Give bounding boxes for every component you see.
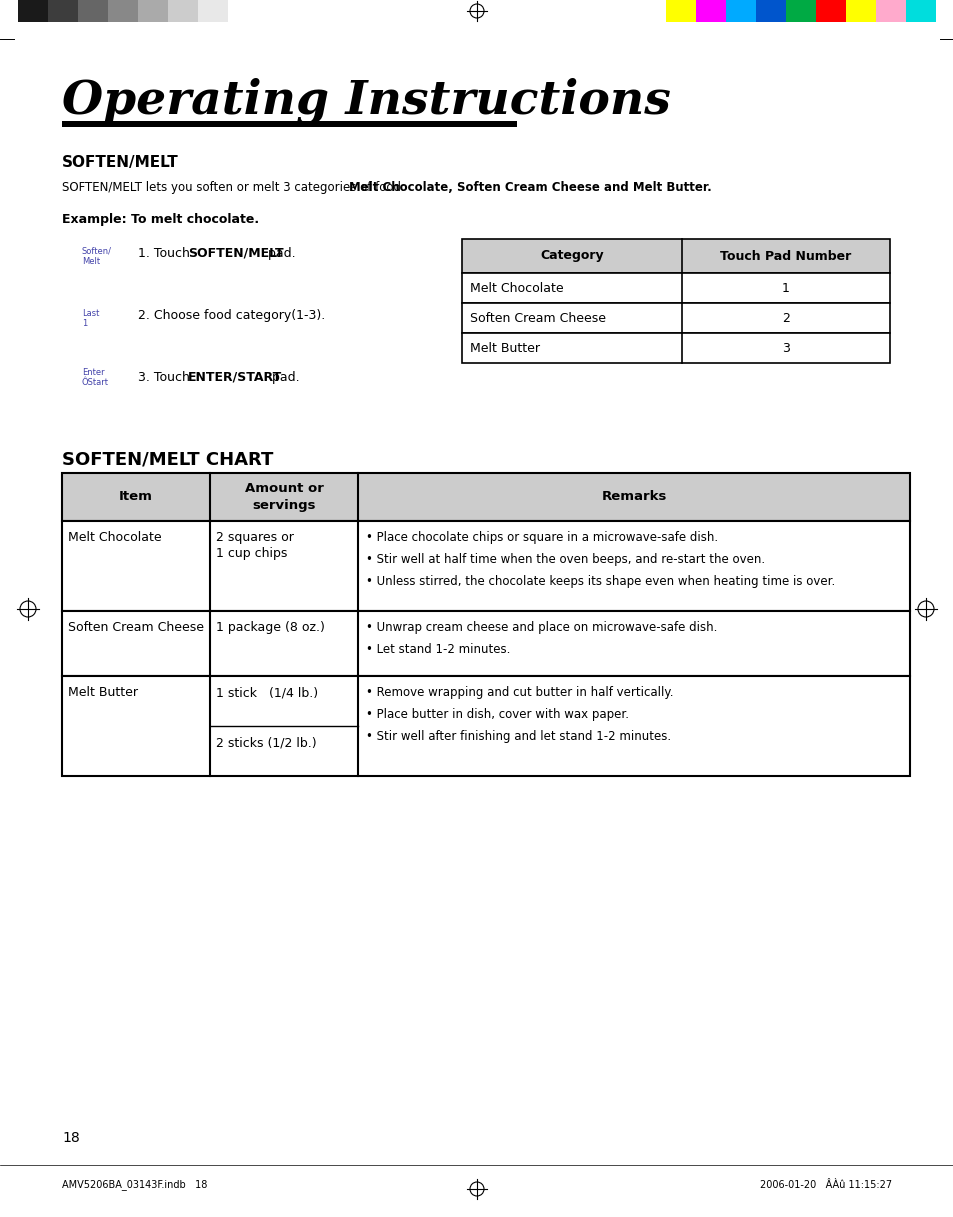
Bar: [138, 0, 168, 22]
Text: AMV5206BA_03143F.indb   18: AMV5206BA_03143F.indb 18: [62, 1179, 207, 1190]
Text: Soften/
Melt: Soften/ Melt: [82, 247, 112, 267]
Bar: [461, 273, 889, 303]
Text: Soften Cream Cheese: Soften Cream Cheese: [470, 312, 605, 325]
Text: 1. Touch: 1. Touch: [138, 247, 193, 260]
Text: • Place butter in dish, cover with wax paper.: • Place butter in dish, cover with wax p…: [366, 708, 628, 720]
Text: Melt Chocolate: Melt Chocolate: [470, 281, 563, 295]
Text: 3: 3: [781, 342, 789, 354]
Text: Remarks: Remarks: [600, 490, 666, 504]
Bar: [905, 0, 935, 22]
Text: pad.: pad.: [268, 371, 299, 385]
Bar: [845, 0, 875, 22]
Bar: [198, 0, 228, 22]
Bar: [62, 120, 517, 127]
Text: • Unwrap cream cheese and place on microwave-safe dish.: • Unwrap cream cheese and place on micro…: [366, 621, 717, 634]
Bar: [62, 473, 909, 521]
Bar: [62, 521, 909, 611]
Text: 2 sticks (1/2 lb.): 2 sticks (1/2 lb.): [215, 736, 316, 748]
Text: 3. Touch: 3. Touch: [138, 371, 193, 385]
Bar: [875, 0, 905, 22]
Text: Amount or
servings: Amount or servings: [244, 482, 323, 512]
Text: 2: 2: [781, 312, 789, 325]
Text: Melt Chocolate: Melt Chocolate: [68, 531, 161, 544]
Text: • Stir well after finishing and let stand 1-2 minutes.: • Stir well after finishing and let stan…: [366, 730, 670, 744]
Text: • Place chocolate chips or square in a microwave-safe dish.: • Place chocolate chips or square in a m…: [366, 531, 718, 544]
Text: SOFTEN/MELT lets you soften or melt 3 categories of food:: SOFTEN/MELT lets you soften or melt 3 ca…: [62, 181, 408, 194]
Bar: [62, 611, 909, 675]
Bar: [725, 0, 755, 22]
Text: Category: Category: [539, 249, 603, 263]
Text: Item: Item: [119, 490, 152, 504]
Text: • Remove wrapping and cut butter in half vertically.: • Remove wrapping and cut butter in half…: [366, 686, 673, 699]
Bar: [78, 0, 108, 22]
Text: ENTER/START: ENTER/START: [188, 371, 282, 385]
Bar: [665, 0, 696, 22]
Text: Last
1: Last 1: [82, 309, 99, 329]
Text: 1: 1: [781, 281, 789, 295]
Bar: [48, 0, 78, 22]
Text: pad.: pad.: [264, 247, 295, 260]
Text: SOFTEN/MELT: SOFTEN/MELT: [62, 155, 178, 170]
Text: Melt Chocolate, Soften Cream Cheese and Melt Butter.: Melt Chocolate, Soften Cream Cheese and …: [349, 181, 711, 194]
Text: 2 squares or: 2 squares or: [215, 531, 294, 544]
Text: 1 stick   (1/4 lb.): 1 stick (1/4 lb.): [215, 686, 317, 699]
Text: Melt Butter: Melt Butter: [470, 342, 539, 354]
Text: 18: 18: [62, 1131, 80, 1145]
Bar: [696, 0, 725, 22]
Text: Soften Cream Cheese: Soften Cream Cheese: [68, 621, 204, 634]
Text: 2. Choose food category(1-3).: 2. Choose food category(1-3).: [138, 309, 325, 323]
Text: SOFTEN/MELT: SOFTEN/MELT: [188, 247, 283, 260]
Text: • Unless stirred, the chocolate keeps its shape even when heating time is over.: • Unless stirred, the chocolate keeps it…: [366, 574, 835, 588]
Bar: [461, 303, 889, 333]
Bar: [168, 0, 198, 22]
Text: 2006-01-20   ÂÀû 11:15:27: 2006-01-20 ÂÀû 11:15:27: [760, 1180, 891, 1190]
Text: Melt Butter: Melt Butter: [68, 686, 138, 699]
Bar: [785, 0, 815, 22]
Bar: [461, 333, 889, 363]
Text: Touch Pad Number: Touch Pad Number: [720, 249, 851, 263]
Text: Example: To melt chocolate.: Example: To melt chocolate.: [62, 213, 259, 226]
Text: Operating Instructions: Operating Instructions: [62, 77, 670, 123]
Text: 1 cup chips: 1 cup chips: [215, 546, 287, 560]
Text: 1 package (8 oz.): 1 package (8 oz.): [215, 621, 325, 634]
Bar: [18, 0, 48, 22]
Text: ÔStart: ÔStart: [82, 378, 109, 387]
Bar: [461, 239, 889, 273]
Bar: [755, 0, 785, 22]
Text: SOFTEN/MELT CHART: SOFTEN/MELT CHART: [62, 452, 274, 469]
Bar: [108, 0, 138, 22]
Bar: [62, 675, 909, 776]
Text: • Stir well at half time when the oven beeps, and re-start the oven.: • Stir well at half time when the oven b…: [366, 553, 764, 566]
Bar: [815, 0, 845, 22]
Text: • Let stand 1-2 minutes.: • Let stand 1-2 minutes.: [366, 643, 510, 656]
Text: Enter: Enter: [82, 368, 105, 377]
